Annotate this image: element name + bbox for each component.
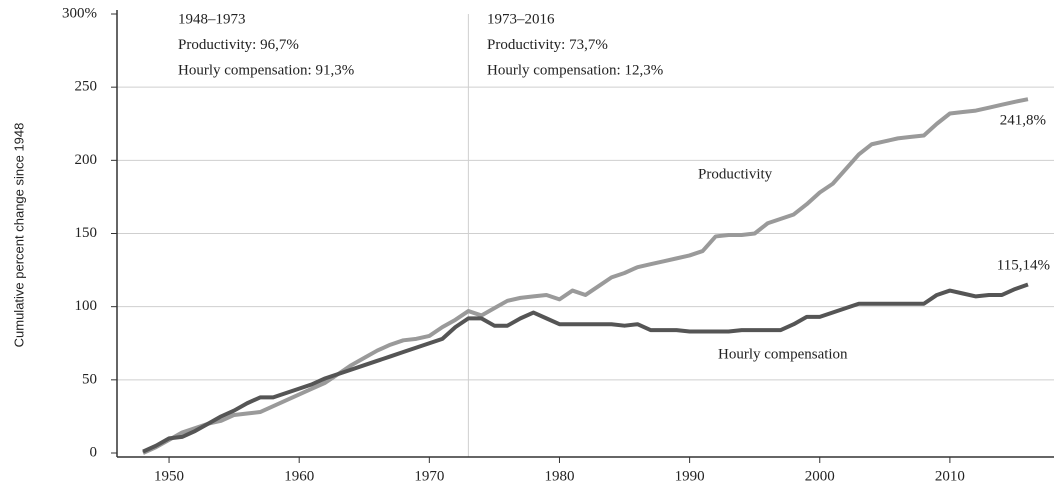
y-tick-label: 200	[75, 152, 98, 168]
y-tick-label: 0	[90, 444, 98, 460]
annotation: Productivity: 73,7%	[487, 37, 608, 53]
series-line	[142, 282, 1029, 454]
y-tick-label: 250	[75, 79, 98, 95]
series-label: Productivity	[698, 166, 773, 182]
annotation: Productivity: 96,7%	[178, 37, 299, 53]
annotation: 1973–2016	[487, 11, 555, 27]
x-tick-label: 2010	[935, 468, 965, 484]
annotation: Hourly compensation: 12,3%	[487, 62, 663, 78]
y-tick-label: 150	[75, 225, 98, 241]
data-label: 115,14%	[997, 257, 1050, 273]
annotation: Hourly compensation: 91,3%	[178, 62, 354, 78]
x-tick-label: 1960	[284, 468, 314, 484]
x-tick-label: 1990	[675, 468, 705, 484]
y-axis-label: Cumulative percent change since 1948	[11, 123, 26, 348]
x-tick-label: 1980	[544, 468, 574, 484]
y-tick-label: 50	[82, 371, 97, 387]
series-line	[142, 97, 1029, 455]
annotation: 1948–1973	[178, 11, 246, 27]
y-tick-label: 300%	[62, 5, 97, 21]
x-tick-label: 1950	[154, 468, 184, 484]
x-tick-label: 1970	[414, 468, 444, 484]
data-label: 241,8%	[1000, 112, 1046, 128]
y-tick-label: 100	[75, 298, 98, 314]
x-tick-label: 2000	[805, 468, 835, 484]
series-label: Hourly compensation	[718, 346, 848, 362]
